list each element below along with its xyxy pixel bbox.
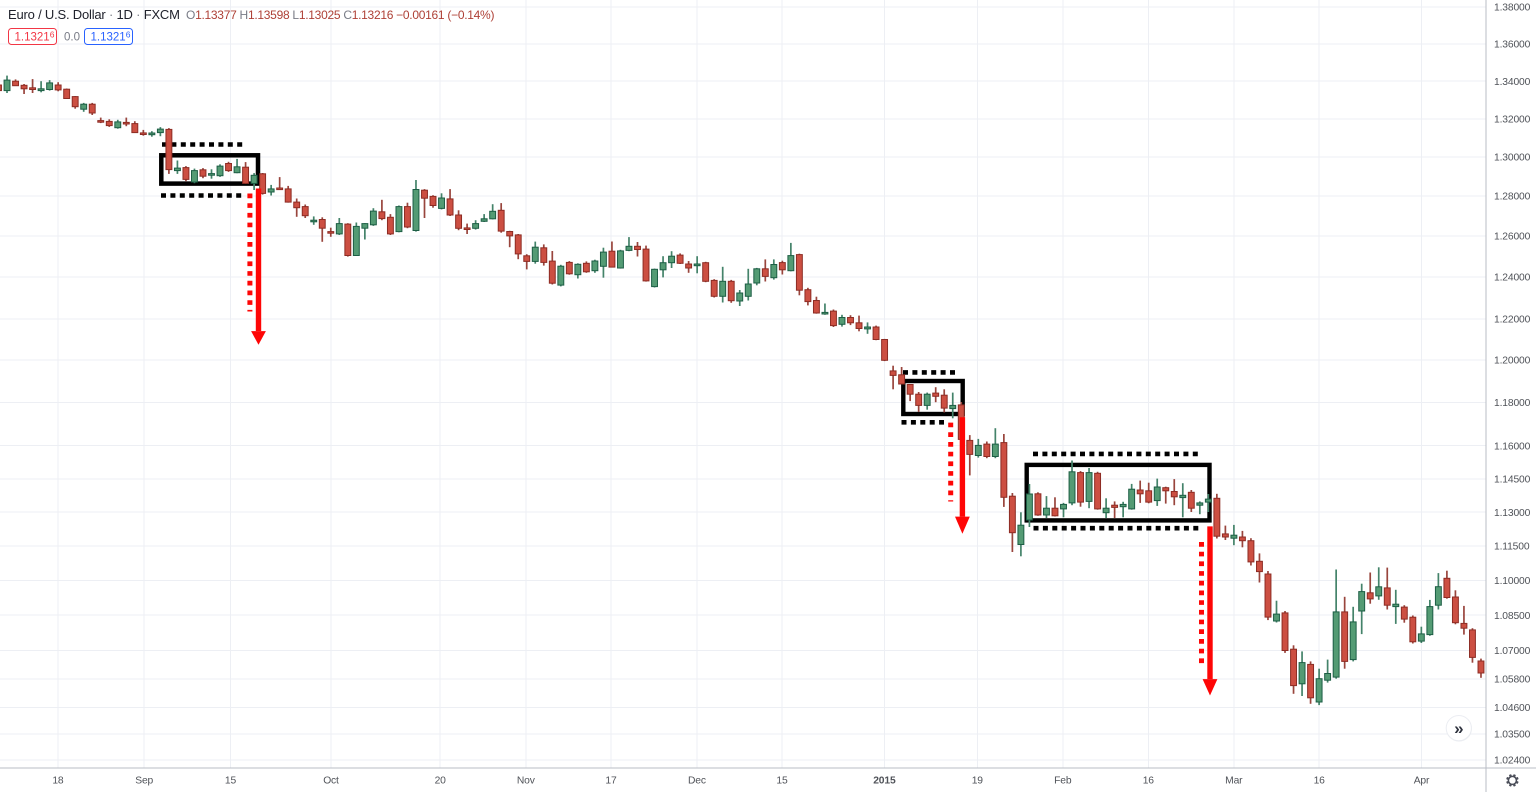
svg-text:Apr: Apr bbox=[1414, 776, 1430, 787]
svg-text:Euro / U.S. Dollar · 1D · FXCM: Euro / U.S. Dollar · 1D · FXCM bbox=[8, 7, 180, 22]
svg-text:19: 19 bbox=[972, 776, 984, 787]
svg-text:1.34000: 1.34000 bbox=[1494, 77, 1531, 88]
svg-text:1.22000: 1.22000 bbox=[1494, 315, 1531, 326]
svg-text:15: 15 bbox=[776, 776, 788, 787]
svg-text:1.24000: 1.24000 bbox=[1494, 273, 1531, 284]
svg-text:1.18000: 1.18000 bbox=[1494, 398, 1531, 409]
svg-text:1.32000: 1.32000 bbox=[1494, 115, 1531, 126]
svg-text:16: 16 bbox=[1143, 776, 1155, 787]
svg-text:1.07000: 1.07000 bbox=[1494, 646, 1531, 657]
svg-text:Nov: Nov bbox=[517, 776, 536, 787]
svg-text:20: 20 bbox=[435, 776, 447, 787]
svg-text:16: 16 bbox=[1314, 776, 1326, 787]
svg-text:1.05800: 1.05800 bbox=[1494, 675, 1531, 686]
svg-text:1.13216: 1.13216 bbox=[91, 30, 131, 44]
svg-text:1.10000: 1.10000 bbox=[1494, 576, 1531, 587]
svg-text:2015: 2015 bbox=[873, 776, 896, 787]
svg-text:1.14500: 1.14500 bbox=[1494, 475, 1531, 486]
svg-text:1.20000: 1.20000 bbox=[1494, 356, 1531, 367]
svg-text:15: 15 bbox=[225, 776, 237, 787]
svg-text:1.02400: 1.02400 bbox=[1494, 756, 1531, 767]
svg-text:1.04600: 1.04600 bbox=[1494, 703, 1531, 714]
svg-text:Mar: Mar bbox=[1225, 776, 1243, 787]
svg-text:18: 18 bbox=[52, 776, 64, 787]
svg-text:1.36000: 1.36000 bbox=[1494, 40, 1531, 51]
svg-text:1.11500: 1.11500 bbox=[1494, 542, 1530, 553]
svg-text:1.13216: 1.13216 bbox=[15, 30, 55, 44]
svg-text:1.03500: 1.03500 bbox=[1494, 730, 1531, 741]
svg-text:Oct: Oct bbox=[323, 776, 339, 787]
svg-text:Feb: Feb bbox=[1054, 776, 1072, 787]
svg-text:0.0: 0.0 bbox=[64, 32, 80, 44]
svg-text:1.16000: 1.16000 bbox=[1494, 441, 1531, 452]
svg-text:1.13000: 1.13000 bbox=[1494, 508, 1531, 519]
svg-text:1.38000: 1.38000 bbox=[1494, 3, 1531, 14]
svg-text:1.08500: 1.08500 bbox=[1494, 611, 1531, 622]
svg-text:17: 17 bbox=[605, 776, 617, 787]
svg-text:Dec: Dec bbox=[688, 776, 706, 787]
svg-text:1.26000: 1.26000 bbox=[1494, 232, 1531, 243]
svg-text:1.28000: 1.28000 bbox=[1494, 192, 1531, 203]
svg-text:»: » bbox=[1454, 719, 1463, 738]
svg-text:Sep: Sep bbox=[135, 776, 153, 787]
svg-text:O1.13377 H1.13598 L1.13025 C1.: O1.13377 H1.13598 L1.13025 C1.13216 −0.0… bbox=[186, 8, 494, 22]
svg-text:1.30000: 1.30000 bbox=[1494, 153, 1531, 164]
